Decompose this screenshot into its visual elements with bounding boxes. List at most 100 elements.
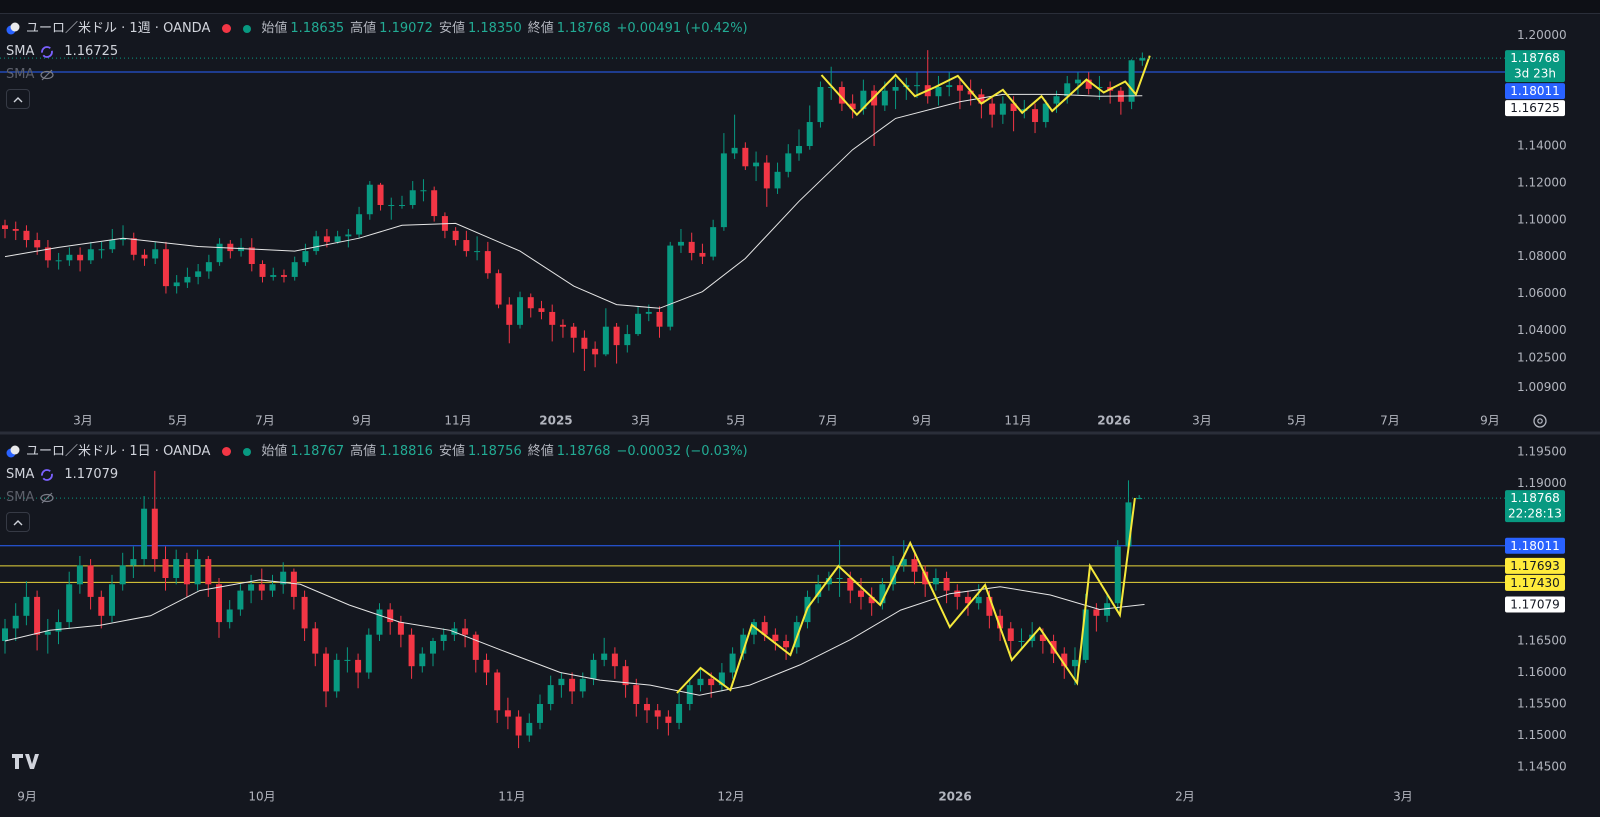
symbol-title: ユーロ／米ドル · 1日 · OANDA bbox=[26, 443, 211, 459]
ohlc-value: 1.18756 bbox=[467, 443, 522, 459]
candle-body bbox=[579, 678, 586, 692]
candle-body bbox=[152, 249, 159, 259]
ohlc-value: 1.18768 bbox=[556, 20, 611, 36]
candle-body bbox=[87, 565, 94, 597]
candle-body bbox=[836, 577, 843, 579]
candle-body bbox=[753, 162, 760, 167]
legend-row: SMA 1.17079 bbox=[6, 463, 748, 486]
candle-body bbox=[742, 147, 749, 167]
settings-icon[interactable] bbox=[1533, 414, 1547, 428]
candle-body bbox=[388, 205, 395, 207]
ohlc-value: 1.19072 bbox=[379, 20, 433, 36]
candle-body bbox=[611, 653, 618, 667]
candle-body bbox=[547, 685, 554, 705]
candle-body bbox=[1032, 109, 1039, 123]
candle-body bbox=[892, 87, 899, 91]
candle-body bbox=[978, 94, 985, 104]
candle-body bbox=[729, 653, 736, 673]
candle-body bbox=[989, 103, 996, 115]
candle-body bbox=[12, 615, 19, 629]
candle-body bbox=[1007, 628, 1014, 642]
candle-body bbox=[699, 252, 706, 257]
x-tick-label: 5月 bbox=[726, 414, 746, 428]
legend-row: SMA bbox=[6, 486, 748, 509]
price-badge-label: 1.17693 bbox=[1510, 559, 1560, 573]
candle-body bbox=[205, 262, 212, 272]
candle-body bbox=[1071, 659, 1078, 667]
candle-body bbox=[860, 90, 867, 110]
collapse-button[interactable] bbox=[6, 89, 30, 109]
price-badge-label: 1.17079 bbox=[1510, 598, 1560, 612]
x-tick-label: 7月 bbox=[818, 414, 838, 428]
candle-body bbox=[1085, 79, 1092, 89]
candle-body bbox=[964, 596, 971, 604]
candle-body bbox=[162, 559, 169, 578]
x-tick-label: 11月 bbox=[498, 790, 525, 804]
legend: ユーロ／米ドル · 1週 · OANDA 始値 1.18635 高値 1.19072 安値… bbox=[6, 17, 748, 109]
candle-body bbox=[130, 559, 137, 566]
candle-body bbox=[1053, 96, 1060, 104]
candle-body bbox=[935, 87, 942, 97]
candle-body bbox=[76, 565, 83, 585]
candle-body bbox=[397, 622, 404, 635]
candle-body bbox=[1, 225, 8, 229]
candle-body bbox=[645, 311, 652, 314]
candle-body bbox=[302, 251, 309, 263]
status-dot bbox=[243, 24, 252, 33]
y-tick-label: 1.04000 bbox=[1517, 323, 1567, 337]
candle-body bbox=[472, 634, 479, 660]
x-tick-label: 2026 bbox=[938, 790, 971, 804]
price-badge bbox=[1505, 537, 1565, 554]
candle-body bbox=[431, 190, 438, 217]
candle-body bbox=[708, 678, 715, 686]
indicator-name: SMA bbox=[6, 43, 35, 59]
candle-body bbox=[23, 230, 30, 241]
ohlc-label: 高値 bbox=[350, 20, 377, 36]
candle-body bbox=[622, 666, 629, 686]
x-tick-label: 9月 bbox=[1480, 414, 1500, 428]
candle-body bbox=[77, 254, 84, 261]
candle-body bbox=[66, 584, 73, 623]
candle-body bbox=[248, 584, 255, 591]
candle-body bbox=[259, 264, 266, 277]
candle-body bbox=[258, 584, 265, 591]
candle-body bbox=[997, 615, 1004, 629]
legend-row: ユーロ／米ドル · 1週 · OANDA 始値 1.18635 高値 1.19072 安値… bbox=[6, 17, 748, 40]
candle-body bbox=[55, 622, 62, 632]
candle-body bbox=[665, 716, 672, 723]
candle-body bbox=[635, 313, 642, 335]
x-tick-label: 3月 bbox=[73, 414, 93, 428]
candle-body bbox=[558, 678, 565, 686]
y-tick-label: 1.14500 bbox=[1517, 760, 1567, 774]
candle-body bbox=[559, 324, 566, 327]
candle-body bbox=[667, 245, 674, 327]
candle-body bbox=[34, 240, 41, 248]
top-strip bbox=[0, 0, 1600, 13]
candle-body bbox=[66, 254, 73, 261]
x-tick-label: 2026 bbox=[1097, 414, 1130, 428]
candle-body bbox=[890, 565, 897, 585]
market-dot bbox=[222, 447, 232, 456]
candle-body bbox=[141, 508, 148, 560]
candle-body bbox=[825, 577, 832, 585]
candle-body bbox=[440, 634, 447, 642]
ohlc-value: 1.18350 bbox=[467, 20, 522, 36]
candle-body bbox=[633, 685, 640, 705]
candle-body bbox=[87, 249, 94, 261]
ohlc-label: 高値 bbox=[350, 443, 377, 459]
symbol-icon bbox=[6, 22, 20, 34]
trend-drawing bbox=[820, 55, 1151, 117]
candle-body bbox=[269, 584, 276, 591]
candle-body bbox=[975, 596, 982, 604]
candle-body bbox=[1042, 103, 1049, 123]
candle-body bbox=[590, 659, 597, 679]
ohlc-label: 終値 bbox=[527, 20, 554, 36]
candle-body bbox=[1136, 498, 1143, 500]
candle-body bbox=[98, 249, 105, 251]
candle-body bbox=[463, 240, 470, 252]
collapse-button[interactable] bbox=[6, 512, 30, 532]
candle-body bbox=[334, 236, 341, 242]
eye-slash bbox=[41, 492, 53, 503]
candle-body bbox=[1064, 83, 1071, 97]
